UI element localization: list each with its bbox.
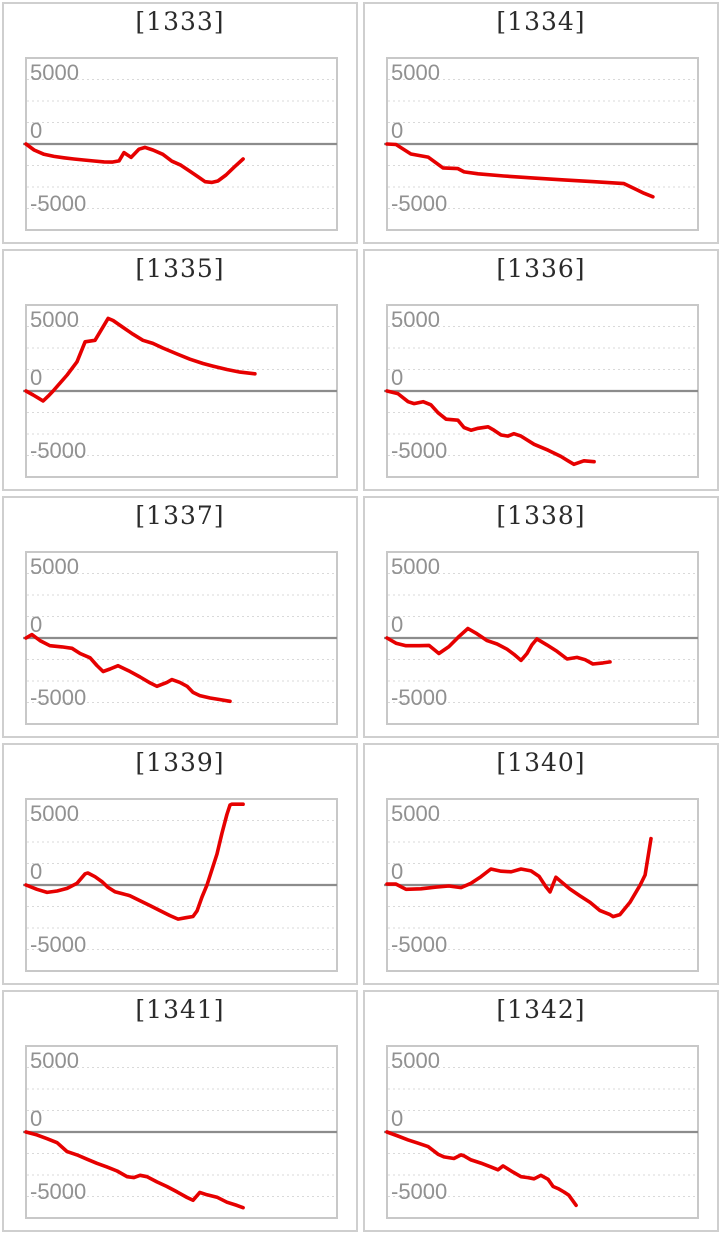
line-chart: 5000 0 -5000 (384, 304, 699, 478)
series-line (24, 316, 257, 403)
chart-title: [1338] (496, 501, 586, 530)
chart-panel-1340: [1340] 5000 0 -5000 (361, 741, 721, 987)
chart-title: [1336] (496, 254, 586, 283)
y-tick-label: 5000 (30, 60, 79, 85)
line-chart: 5000 0 -5000 (384, 551, 699, 725)
y-tick-label: -5000 (30, 1179, 86, 1204)
y-tick-label: 5000 (391, 1048, 440, 1073)
y-tick-label: -5000 (30, 191, 86, 216)
y-tick-label: 0 (30, 859, 42, 884)
y-tick-label: 5000 (30, 307, 79, 332)
series-line (24, 632, 232, 704)
chart-panel-1339: [1339] 5000 0 -5000 (0, 741, 360, 987)
line-chart: 5000 0 -5000 (23, 57, 338, 231)
line-chart: 5000 0 -5000 (23, 1045, 338, 1219)
y-tick-label: -5000 (30, 932, 86, 957)
y-tick-label: -5000 (30, 685, 86, 710)
y-tick-label: 0 (30, 612, 42, 637)
y-tick-label: 5000 (30, 1048, 79, 1073)
line-chart: 5000 0 -5000 (384, 57, 699, 231)
chart-title: [1339] (135, 748, 225, 777)
line-chart: 5000 0 -5000 (23, 551, 338, 725)
y-tick-label: 5000 (30, 801, 79, 826)
line-chart: 5000 0 -5000 (384, 798, 699, 972)
chart-panel-1341: [1341] 5000 0 -5000 (0, 988, 360, 1234)
chart-title: [1340] (496, 748, 586, 777)
chart-title: [1335] (135, 254, 225, 283)
line-chart: 5000 0 -5000 (23, 304, 338, 478)
chart-panel-1333: [1333] 5000 0 -5000 (0, 0, 360, 246)
series-line (24, 1130, 245, 1210)
y-tick-label: -5000 (391, 438, 447, 463)
y-tick-label: -5000 (391, 932, 447, 957)
chart-panel-1334: [1334] 5000 0 -5000 (361, 0, 721, 246)
y-tick-label: 0 (30, 118, 42, 143)
series-line (385, 1130, 578, 1208)
y-tick-label: 0 (391, 118, 403, 143)
y-tick-label: -5000 (391, 1179, 447, 1204)
series-line (24, 142, 245, 185)
chart-panel-1342: [1342] 5000 0 -5000 (361, 988, 721, 1234)
chart-title: [1333] (135, 7, 225, 36)
series-line (385, 626, 612, 666)
chart-panel-1335: [1335] 5000 0 -5000 (0, 247, 360, 493)
line-chart: 5000 0 -5000 (23, 798, 338, 972)
y-tick-label: 5000 (391, 307, 440, 332)
y-tick-label: 5000 (391, 60, 440, 85)
y-tick-label: 5000 (30, 554, 79, 579)
chart-title: [1334] (496, 7, 586, 36)
y-tick-label: 5000 (391, 801, 440, 826)
chart-title: [1337] (135, 501, 225, 530)
line-chart: 5000 0 -5000 (384, 1045, 699, 1219)
y-tick-label: 0 (391, 1106, 403, 1131)
y-tick-label: -5000 (391, 191, 447, 216)
chart-panel-1337: [1337] 5000 0 -5000 (0, 494, 360, 740)
chart-title: [1341] (135, 995, 225, 1024)
chart-panel-1336: [1336] 5000 0 -5000 (361, 247, 721, 493)
y-tick-label: 0 (391, 612, 403, 637)
series-line (385, 142, 655, 199)
series-line (385, 389, 596, 467)
chart-title: [1342] (496, 995, 586, 1024)
y-tick-label: 0 (30, 365, 42, 390)
y-tick-label: 0 (30, 1106, 42, 1131)
series-line (24, 802, 245, 921)
series-line (385, 836, 653, 919)
y-tick-label: 5000 (391, 554, 440, 579)
chart-panel-1338: [1338] 5000 0 -5000 (361, 494, 721, 740)
y-tick-label: 0 (391, 859, 403, 884)
y-tick-label: 0 (391, 365, 403, 390)
y-tick-label: -5000 (30, 438, 86, 463)
y-tick-label: -5000 (391, 685, 447, 710)
